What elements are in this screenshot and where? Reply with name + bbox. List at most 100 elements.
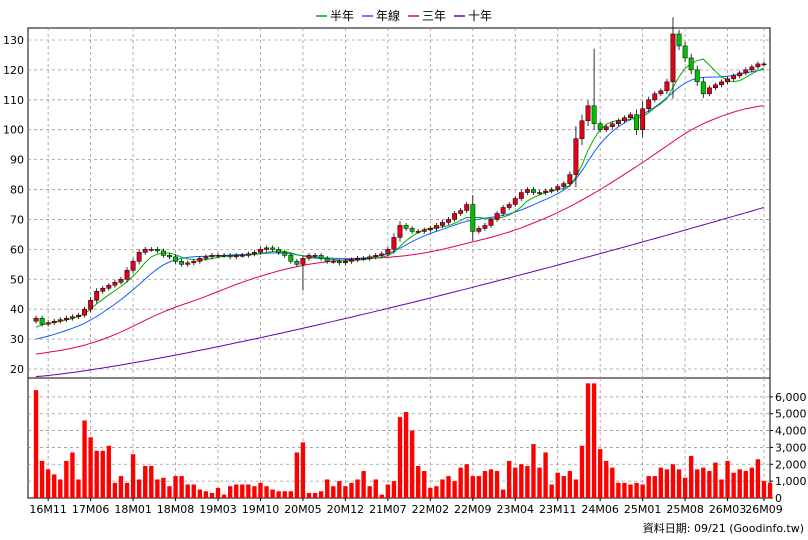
candle-body xyxy=(452,213,458,220)
volume-bar xyxy=(252,486,257,498)
volume-bar xyxy=(112,482,118,498)
candlestick xyxy=(409,226,415,234)
volume-bar xyxy=(731,472,736,498)
volume-tick-label: 5,000 xyxy=(775,408,807,421)
candlestick xyxy=(82,306,87,318)
volume-bar xyxy=(555,472,560,498)
candlestick xyxy=(160,248,166,258)
candle-body xyxy=(446,219,451,223)
candle-body xyxy=(615,120,621,124)
candle-body xyxy=(349,259,354,262)
volume-tick-label: 1,000 xyxy=(775,475,807,488)
volume-bar xyxy=(761,481,767,498)
candle-body xyxy=(676,33,682,47)
candle-body xyxy=(731,75,737,80)
candlestick xyxy=(179,258,185,267)
candlestick xyxy=(706,85,712,97)
volume-bar xyxy=(39,460,45,498)
candlestick xyxy=(555,184,561,192)
candlestick xyxy=(367,254,373,261)
volume-bar xyxy=(470,476,475,498)
candle-body xyxy=(749,66,755,71)
candlestick xyxy=(403,223,409,231)
candle-body xyxy=(100,288,106,292)
volume-bar xyxy=(270,489,275,498)
volume-bar xyxy=(519,464,524,498)
volume-bar xyxy=(64,460,69,498)
candle-body xyxy=(245,253,251,256)
candlestick xyxy=(700,77,706,98)
price-tick-label: 70 xyxy=(10,213,24,226)
candle-body xyxy=(694,69,700,83)
legend-item-3year: 三年 xyxy=(408,9,446,23)
candle-body xyxy=(531,189,536,193)
candlestick xyxy=(185,260,191,267)
candle-body xyxy=(294,261,300,265)
candlestick xyxy=(45,320,51,327)
candle-body xyxy=(482,225,488,229)
candle-body xyxy=(233,255,239,258)
candle-body xyxy=(755,63,761,68)
candlestick xyxy=(142,246,148,255)
candlestick xyxy=(749,64,755,73)
volume-bar xyxy=(227,486,233,498)
price-tick-label: 130 xyxy=(3,34,24,47)
volume-bar xyxy=(106,445,112,498)
candlestick xyxy=(88,297,94,313)
volume-bar xyxy=(634,482,639,498)
volume-bar xyxy=(88,437,93,498)
candle-body xyxy=(51,320,57,323)
candle-body xyxy=(427,228,433,231)
candle-body xyxy=(300,258,306,265)
legend-label-year: 年線 xyxy=(376,8,400,23)
candlestick xyxy=(482,223,488,231)
candle-body xyxy=(45,322,51,325)
candlestick xyxy=(634,109,640,135)
volume-bar xyxy=(688,455,694,498)
volume-bar xyxy=(494,471,500,498)
candlestick xyxy=(130,258,136,274)
candlestick xyxy=(549,187,555,194)
candle-body xyxy=(167,255,172,258)
candle-body xyxy=(215,255,221,257)
candlestick xyxy=(761,61,767,67)
candlestick xyxy=(239,252,245,258)
candlestick xyxy=(276,246,282,255)
volume-bar xyxy=(70,452,75,498)
candlestick xyxy=(258,246,263,255)
candlestick xyxy=(342,258,348,266)
x-tick-label: 23M04 xyxy=(497,503,535,516)
volume-bar xyxy=(161,477,166,498)
candlestick xyxy=(118,276,124,285)
candle-body xyxy=(518,192,524,199)
candle-body xyxy=(76,314,81,317)
volume-bar xyxy=(513,467,518,498)
candlestick xyxy=(440,220,445,228)
ma-3year-line xyxy=(35,105,765,355)
candle-body xyxy=(39,317,45,325)
candlestick xyxy=(579,114,585,145)
candlestick xyxy=(518,190,524,201)
candle-body xyxy=(573,138,579,175)
candle-body xyxy=(57,319,63,322)
volume-bar xyxy=(288,491,293,498)
candle-body xyxy=(500,207,506,214)
candlestick xyxy=(500,205,506,216)
volume-bar xyxy=(610,467,615,498)
volume-bar xyxy=(318,491,324,498)
candlestick xyxy=(591,48,597,131)
candlestick xyxy=(755,61,761,70)
volume-bar xyxy=(616,482,621,498)
candlestick xyxy=(300,255,306,291)
candlestick xyxy=(227,252,233,260)
volume-bar xyxy=(33,390,39,498)
candle-body xyxy=(276,249,282,253)
volume-bar xyxy=(531,444,536,498)
candle-body xyxy=(603,126,609,130)
volume-bar xyxy=(652,476,657,498)
volume-tick-label: 4,000 xyxy=(775,425,807,438)
candlestick xyxy=(452,211,458,222)
candle-body xyxy=(373,255,379,258)
volume-bar xyxy=(458,467,463,498)
price-tick-label: 90 xyxy=(10,154,24,167)
